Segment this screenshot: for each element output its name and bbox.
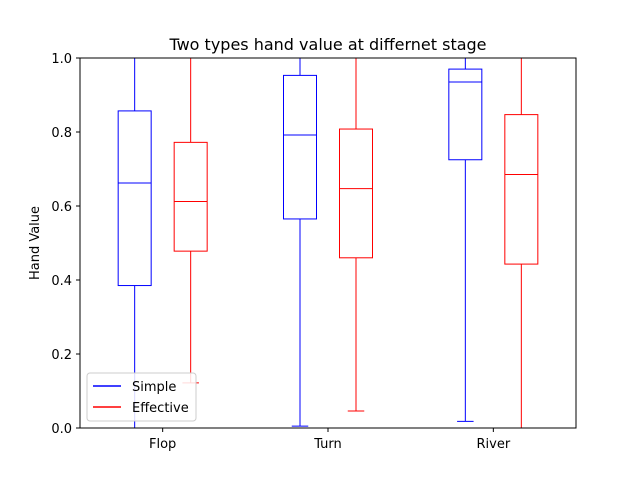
y-tick-label: 0.0 xyxy=(51,422,72,437)
y-tick-label: 1.0 xyxy=(51,52,72,67)
legend-label-effective: Effective xyxy=(132,401,189,416)
y-axis-label: Hand Value xyxy=(28,206,43,280)
x-tick-label: River xyxy=(476,437,510,452)
chart-title: Two types hand value at differnet stage xyxy=(168,35,486,54)
y-tick-label: 0.4 xyxy=(51,274,72,289)
legend-box xyxy=(86,372,197,422)
x-tick-label: Flop xyxy=(149,437,176,452)
legend: Simple Effective xyxy=(86,372,197,422)
iqr-box xyxy=(504,114,539,265)
y-tick-label: 0.8 xyxy=(51,126,72,141)
iqr-box xyxy=(173,141,208,252)
y-tick-label: 0.6 xyxy=(51,200,72,215)
box-effective-turn xyxy=(339,57,373,412)
legend-label-simple: Simple xyxy=(132,380,176,395)
box-simple-turn xyxy=(283,57,317,427)
y-axis: 0.0 0.2 0.4 0.6 0.8 1.0 xyxy=(51,52,80,437)
iqr-box xyxy=(448,68,483,161)
box-effective-river xyxy=(504,57,539,429)
x-tick-label: Turn xyxy=(313,437,342,452)
iqr-box xyxy=(117,110,152,287)
box-simple-river xyxy=(448,57,483,422)
box-effective-flop xyxy=(173,57,208,384)
y-tick-label: 0.2 xyxy=(51,348,72,363)
iqr-box xyxy=(339,128,373,259)
iqr-box xyxy=(283,74,317,220)
x-axis: Flop Turn River xyxy=(149,428,511,452)
